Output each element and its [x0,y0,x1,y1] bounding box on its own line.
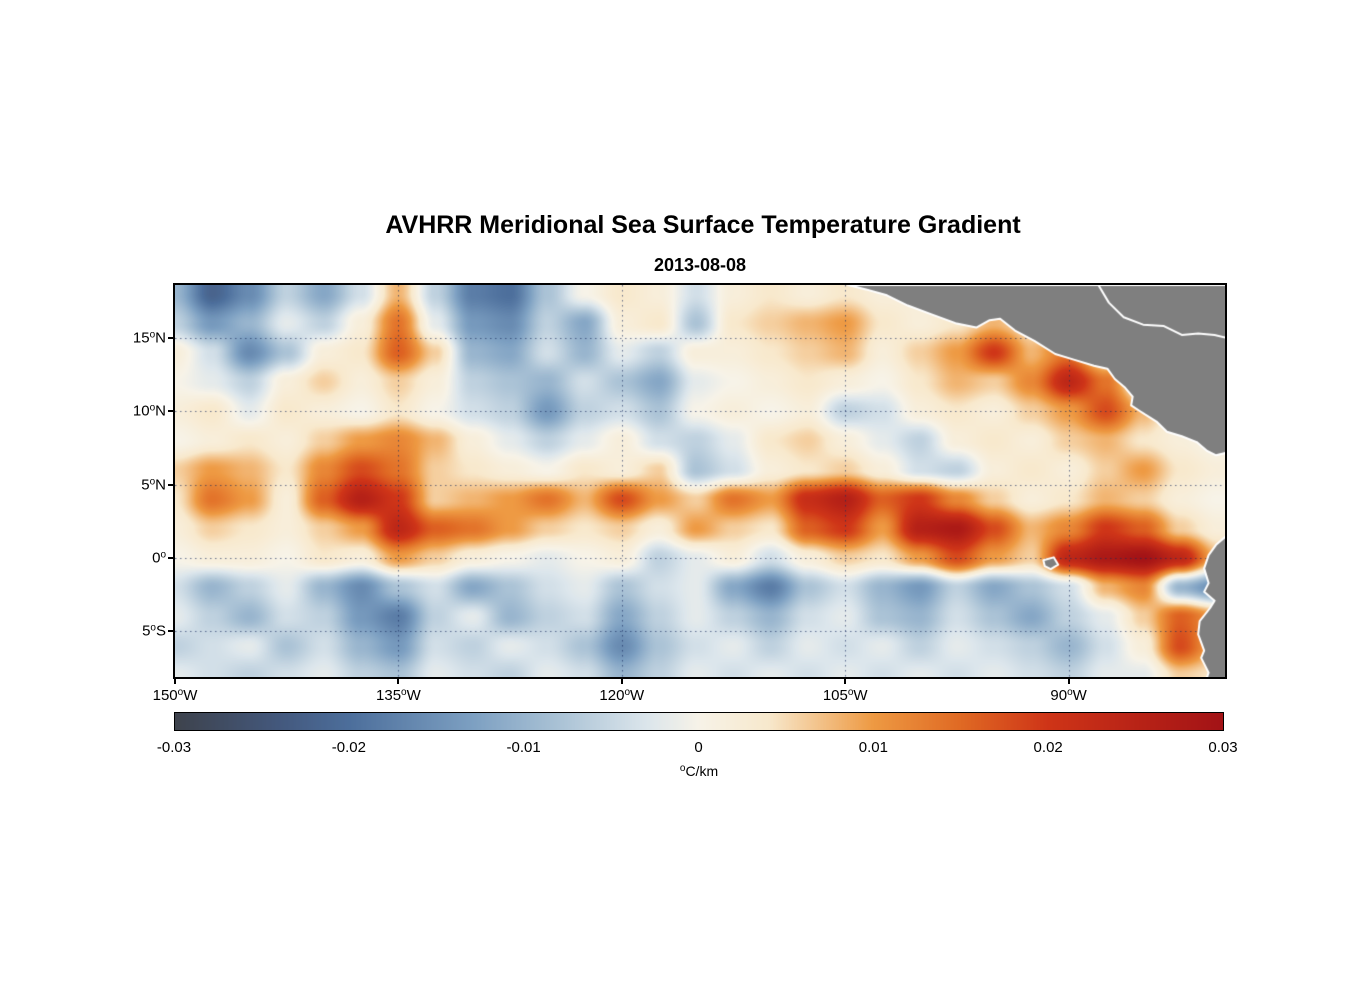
x-tick-mark [620,679,623,684]
y-tick-label: 0o [152,549,166,567]
x-tick-label: 105oW [822,687,868,704]
sst-gradient-heatmap-canvas [175,285,1225,677]
colorbar [174,712,1224,731]
y-tick-label: 15oN [132,329,166,347]
colorbar-tick-label: 0 [694,739,703,756]
y-tick-mark [168,410,173,413]
colorbar-tick-label: -0.03 [156,739,192,756]
y-tick-label: 5oS [142,622,166,640]
y-tick-label: 5oN [141,476,166,494]
y-tick-mark [168,630,173,633]
colorbar-tick-label: 0.02 [1033,739,1063,756]
colorbar-gradient-canvas [175,713,1223,730]
y-tick-label: 10oN [132,402,166,420]
colorbar-unit-label: oC/km [679,763,719,779]
x-tick-label: 150oW [152,687,198,704]
x-tick-label: 90oW [1050,687,1087,704]
y-tick-mark [168,557,173,560]
colorbar-tick-label: 0.03 [1208,739,1238,756]
colorbar-tick-label: -0.01 [506,739,541,756]
map-plot-area [173,283,1227,679]
x-tick-mark [397,679,400,684]
chart-title: AVHRR Meridional Sea Surface Temperature… [385,211,1021,239]
colorbar-tick-label: -0.02 [331,739,366,756]
y-tick-mark [168,483,173,486]
x-tick-label: 135oW [376,687,421,704]
colorbar-tick-label: 0.01 [858,739,888,756]
x-tick-mark [844,679,847,684]
x-tick-mark [1067,679,1070,684]
x-tick-mark [174,679,176,684]
x-tick-label: 120oW [599,687,645,704]
chart-subtitle: 2013-08-08 [653,255,747,275]
y-tick-mark [168,336,173,339]
